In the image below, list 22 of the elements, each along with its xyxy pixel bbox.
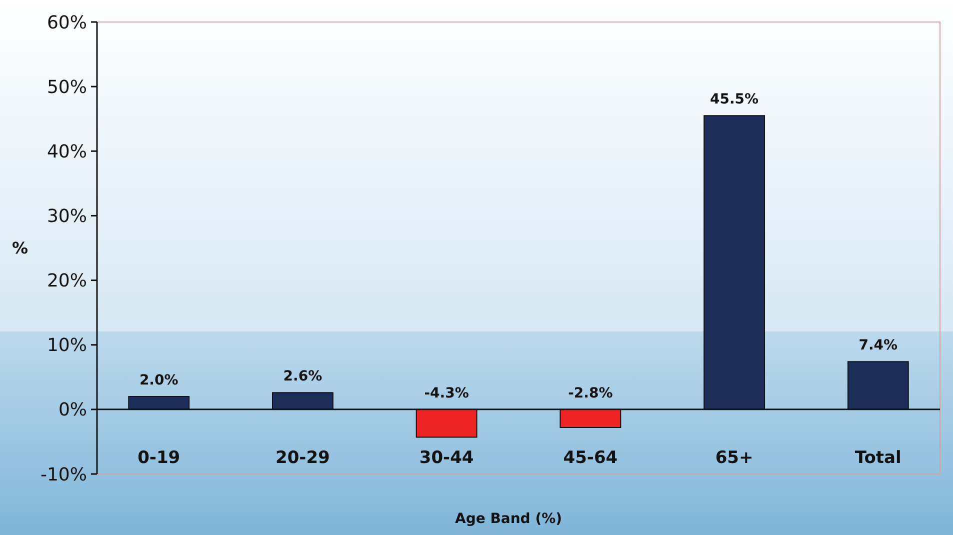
x-tick-label: 20-29 [276, 448, 330, 468]
y-tick-label: -10% [40, 464, 87, 486]
data-label: 7.4% [858, 338, 898, 354]
y-tick-label: 60% [46, 12, 87, 34]
y-axis-title: % [12, 238, 28, 258]
data-label: -4.3% [424, 385, 469, 402]
x-tick-label: 30-44 [419, 448, 474, 468]
x-axis-title: Age Band (%) [454, 511, 562, 527]
y-tick-label: 0% [58, 400, 87, 421]
y-tick-label: 20% [46, 270, 87, 292]
y-tick-label: 10% [46, 335, 87, 356]
data-label: 2.6% [283, 368, 322, 385]
y-tick-label: 40% [46, 141, 87, 162]
y-tick-label: 30% [46, 206, 87, 228]
x-tick-label: 45-64 [563, 448, 618, 468]
y-tick-label: 50% [46, 76, 87, 98]
data-label: 45.5% [710, 92, 759, 108]
x-tick-label: 0-19 [138, 448, 180, 468]
x-tick-label: Total [854, 448, 902, 468]
data-label: -2.8% [568, 385, 613, 402]
x-tick-label: 65+ [715, 448, 754, 468]
data-label: 2.0% [139, 372, 178, 389]
